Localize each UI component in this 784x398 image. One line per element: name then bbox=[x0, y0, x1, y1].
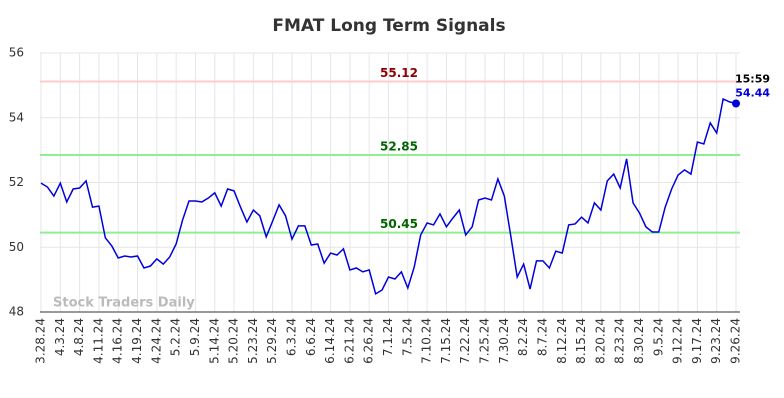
y-tick-label: 50 bbox=[9, 240, 24, 254]
x-tick-label: 7.5.24 bbox=[400, 318, 414, 356]
x-tick-label: 9.26.24 bbox=[729, 318, 743, 364]
x-tick-label: 4.3.24 bbox=[53, 318, 67, 356]
x-tick-label: 8.2.24 bbox=[516, 318, 530, 356]
x-tick-label: 3.28.24 bbox=[34, 318, 48, 364]
x-tick-label: 5.29.24 bbox=[265, 318, 279, 364]
y-tick-label: 52 bbox=[9, 175, 24, 189]
x-tick-label: 4.11.24 bbox=[91, 318, 105, 364]
x-tick-label: 5.20.24 bbox=[227, 318, 241, 364]
x-tick-label: 5.9.24 bbox=[188, 318, 202, 356]
x-tick-label: 5.14.24 bbox=[207, 318, 221, 364]
x-tick-label: 6.26.24 bbox=[362, 318, 376, 364]
x-tick-label: 6.6.24 bbox=[304, 318, 318, 356]
x-tick-label: 6.14.24 bbox=[323, 318, 337, 364]
last-time: 15:59 bbox=[735, 73, 770, 86]
x-tick-label: 8.12.24 bbox=[555, 318, 569, 364]
x-tick-label: 7.22.24 bbox=[458, 318, 472, 364]
y-tick-label: 54 bbox=[9, 110, 24, 124]
x-tick-label: 8.23.24 bbox=[613, 318, 627, 364]
y-tick-label: 48 bbox=[9, 305, 24, 319]
x-tick-label: 5.23.24 bbox=[246, 318, 260, 364]
x-tick-label: 9.5.24 bbox=[651, 318, 665, 356]
x-tick-label: 7.10.24 bbox=[420, 318, 434, 364]
x-tick-label: 9.23.24 bbox=[709, 318, 723, 364]
signal-label: 50.45 bbox=[380, 217, 418, 231]
x-tick-label: 8.30.24 bbox=[632, 318, 646, 364]
signal-label: 55.12 bbox=[380, 66, 418, 80]
x-tick-label: 4.16.24 bbox=[111, 318, 125, 364]
x-tick-label: 7.25.24 bbox=[478, 318, 492, 364]
x-tick-label: 7.1.24 bbox=[381, 318, 395, 356]
x-tick-label: 4.24.24 bbox=[149, 318, 163, 364]
x-tick-label: 4.8.24 bbox=[72, 318, 86, 356]
last-value: 54.44 bbox=[735, 87, 770, 100]
watermark: Stock Traders Daily bbox=[53, 296, 195, 311]
signal-label: 52.85 bbox=[380, 139, 418, 153]
price-line bbox=[40, 97, 737, 296]
x-tick-label: 5.2.24 bbox=[169, 318, 183, 356]
x-tick-label: 8.7.24 bbox=[535, 318, 549, 356]
y-tick-label: 56 bbox=[9, 46, 24, 60]
x-tick-label: 7.15.24 bbox=[439, 318, 453, 364]
chart-title: FMAT Long Term Signals bbox=[272, 16, 505, 36]
x-tick-label: 4.19.24 bbox=[130, 318, 144, 364]
x-tick-label: 9.12.24 bbox=[671, 318, 685, 364]
x-tick-label: 9.17.24 bbox=[690, 318, 704, 364]
x-tick-label: 8.15.24 bbox=[574, 318, 588, 364]
x-tick-label: 6.3.24 bbox=[284, 318, 298, 356]
x-tick-label: 7.30.24 bbox=[497, 318, 511, 364]
x-tick-label: 8.20.24 bbox=[593, 318, 607, 364]
x-tick-label: 6.21.24 bbox=[342, 318, 356, 364]
last-point bbox=[732, 99, 740, 108]
